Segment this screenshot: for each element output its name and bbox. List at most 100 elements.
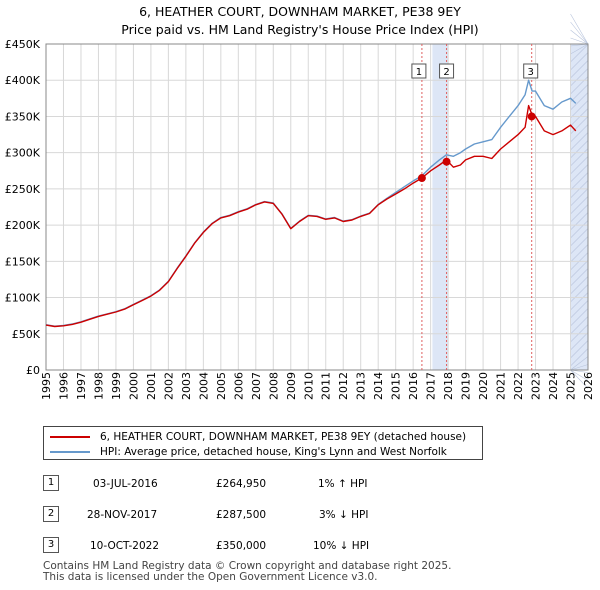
x-tick-label: 2017 <box>425 372 438 400</box>
future-band-hatch <box>570 324 589 343</box>
x-tick-label: 2008 <box>267 372 280 400</box>
x-tick-label: 1998 <box>92 372 105 400</box>
future-band-hatch <box>570 364 589 371</box>
sale-annotation-label: 2 <box>443 67 449 78</box>
future-band-hatch <box>570 268 589 287</box>
future-band-hatch <box>570 100 589 119</box>
legend-price-label: 6, HEATHER COURT, DOWNHAM MARKET, PE38 9… <box>100 431 467 443</box>
future-band-hatch <box>570 52 589 71</box>
future-band-hatch <box>570 43 589 55</box>
future-band-hatch <box>570 204 589 223</box>
sale-annotation-label: 1 <box>416 67 422 78</box>
transaction-date: 10-OCT-2022 <box>90 540 159 552</box>
future-band-hatch <box>570 348 589 367</box>
future-band-hatch <box>570 140 589 159</box>
plot-border <box>45 43 589 371</box>
x-tick-label: 2010 <box>302 372 315 400</box>
x-tick-label: 2000 <box>127 372 140 400</box>
x-tick-label: 2024 <box>547 372 560 400</box>
sale-period-band <box>432 44 449 370</box>
x-tick-label: 2007 <box>250 372 263 400</box>
future-band-hatch <box>570 300 589 319</box>
x-tick-label: 2015 <box>390 372 403 400</box>
future-band-hatch <box>570 340 589 359</box>
x-tick-label: 2026 <box>582 372 595 400</box>
sale-annotation-box <box>411 63 427 79</box>
sale-annotation-box <box>439 63 455 79</box>
transaction-hpi: 1% ↑ HPI <box>318 478 368 490</box>
price-chart: £0 £50K £100K £150K £200K £250K £300K £350K £400… <box>5 13 595 400</box>
x-tick-label: 1999 <box>110 372 123 400</box>
y-tick-label: £50K <box>12 328 41 341</box>
chart-subtitle: Price paid vs. HM Land Registry's House … <box>121 22 479 37</box>
future-band-hatch <box>570 68 589 87</box>
y-tick-label: £300K <box>5 147 41 160</box>
y-tick-label: £400K <box>5 74 41 87</box>
transaction-date: 28-NOV-2017 <box>87 509 158 521</box>
future-band-hatch <box>570 156 589 175</box>
transaction-hpi: 3% ↓ HPI <box>319 509 369 521</box>
transaction-badge: 3 <box>43 537 59 553</box>
future-band-hatch <box>570 292 589 311</box>
sale-point <box>417 174 426 183</box>
x-tick-label: 2018 <box>442 372 455 400</box>
future-band-hatch <box>570 13 589 45</box>
x-tick-label: 2005 <box>215 372 228 400</box>
future-band-hatch <box>570 116 589 135</box>
footer-licence: This data is licensed under the Open Gov… <box>43 571 378 583</box>
x-tick-label: 2025 <box>565 372 578 400</box>
future-band-hatch <box>570 76 589 95</box>
footer-copyright: Contains HM Land Registry data © Crown c… <box>43 560 452 572</box>
x-tick-label: 2011 <box>320 372 333 400</box>
x-tick-label: 1996 <box>57 372 70 400</box>
future-band-hatch <box>570 236 589 255</box>
future-band-hatch <box>570 148 589 167</box>
chart-title: 6, HEATHER COURT, DOWNHAM MARKET, PE38 9… <box>139 4 461 19</box>
future-band-hatch <box>570 369 589 389</box>
transaction-hpi: 10% ↓ HPI <box>313 540 370 552</box>
future-band-hatch <box>570 124 589 143</box>
price-series-line <box>45 104 577 328</box>
future-band-hatch <box>570 332 589 351</box>
sale-point <box>527 112 536 121</box>
x-tick-label: 1995 <box>40 372 53 400</box>
future-band-hatch <box>570 21 589 45</box>
future-band-hatch <box>570 132 589 151</box>
y-tick-label: £150K <box>5 255 41 268</box>
x-tick-label: 2009 <box>285 372 298 400</box>
x-tick-label: 2012 <box>337 372 350 400</box>
transaction-badge: 2 <box>43 506 59 522</box>
future-band-hatch <box>570 188 589 207</box>
x-tick-label: 2006 <box>232 372 245 400</box>
x-tick-label: 1997 <box>75 372 88 400</box>
future-band-hatch <box>570 260 589 279</box>
transaction-price: £264,950 <box>216 478 267 490</box>
future-band-hatch <box>570 60 589 79</box>
future-band-hatch <box>570 316 589 335</box>
plot-area <box>46 44 588 370</box>
legend-price-swatch <box>50 436 90 438</box>
transaction-price: £287,500 <box>216 509 267 521</box>
y-tick-label: £350K <box>5 110 41 123</box>
future-band-hatch <box>570 244 589 263</box>
future-band-hatch <box>570 164 589 183</box>
transaction-date: 03-JUL-2016 <box>93 478 158 490</box>
y-tick-label: £250K <box>5 183 41 196</box>
future-band-hatch <box>570 276 589 295</box>
x-tick-label: 2002 <box>162 372 175 400</box>
future-band-hatch <box>570 84 589 103</box>
x-tick-label: 2013 <box>355 372 368 400</box>
x-tick-label: 2022 <box>512 372 525 400</box>
legend: 6, HEATHER COURT, DOWNHAM MARKET, PE38 9… <box>43 426 483 460</box>
future-band-hatch <box>570 92 589 111</box>
future-band-hatch <box>570 284 589 303</box>
x-tick-label: 2021 <box>495 372 508 400</box>
transaction-price: £350,000 <box>216 540 267 552</box>
x-tick-label: 2003 <box>180 372 193 400</box>
future-band-hatch <box>570 29 589 45</box>
sale-point <box>442 157 451 166</box>
y-tick-label: £0 <box>26 364 40 377</box>
y-tick-label: £200K <box>5 219 41 232</box>
sale-annotation-box <box>523 63 539 79</box>
future-band-hatch <box>570 220 589 239</box>
